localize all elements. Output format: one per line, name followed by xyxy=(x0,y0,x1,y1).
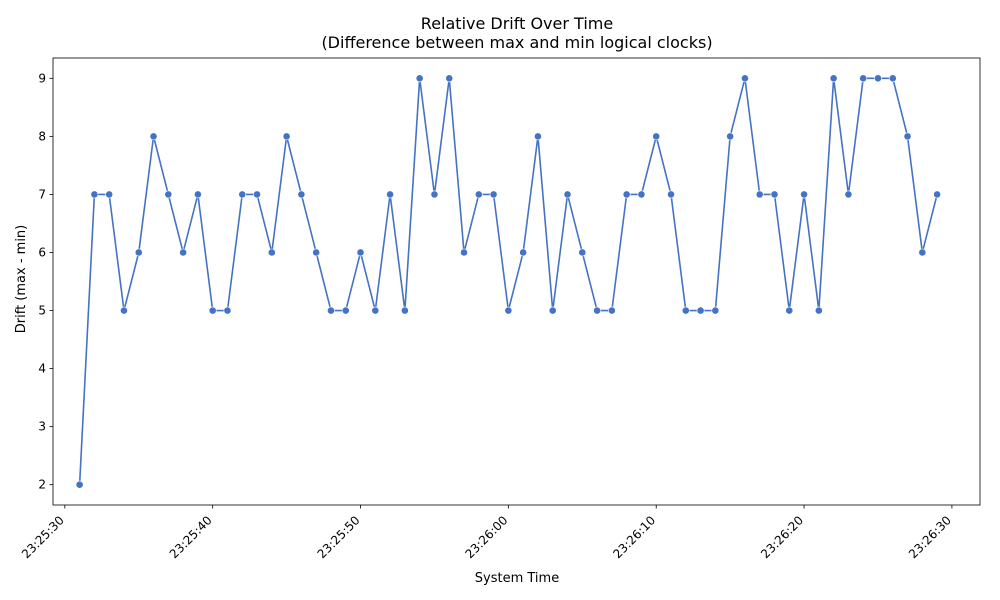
drift-data-point xyxy=(105,190,114,199)
drift-data-point xyxy=(149,132,158,141)
drift-data-point xyxy=(607,306,616,315)
drift-data-point xyxy=(297,190,306,199)
y-axis-label: Drift (max - min) xyxy=(14,225,29,333)
drift-data-point xyxy=(208,306,217,315)
drift-data-point xyxy=(386,190,394,199)
x-tick-label: 23:26:30 xyxy=(906,513,954,561)
plot-frame xyxy=(52,57,981,506)
drift-data-point xyxy=(622,190,631,199)
drift-data-point xyxy=(800,190,808,199)
drift-data-point xyxy=(563,190,572,199)
drift-data-point xyxy=(134,248,143,257)
drift-data-point xyxy=(859,74,868,83)
drift-data-point xyxy=(578,248,587,257)
drift-data-point xyxy=(445,74,454,83)
drift-data-point xyxy=(179,248,188,257)
drift-data-point xyxy=(519,248,528,257)
x-tick-label: 23:26:00 xyxy=(462,513,510,561)
y-tick-label: 9 xyxy=(38,71,46,85)
drift-data-point xyxy=(341,306,350,315)
x-tick-label: 23:25:50 xyxy=(315,513,363,561)
drift-data-point xyxy=(474,190,483,199)
drift-data-point xyxy=(814,306,823,315)
drift-data-point xyxy=(193,190,202,199)
drift-data-point xyxy=(223,306,232,315)
x-axis-label: System Time xyxy=(475,571,559,586)
drift-data-point xyxy=(785,306,794,315)
drift-series-line xyxy=(78,77,938,485)
drift-data-point xyxy=(548,306,557,315)
drift-data-point xyxy=(267,248,276,257)
drift-data-point xyxy=(829,74,838,83)
drift-data-point xyxy=(460,248,468,257)
drift-data-point xyxy=(770,190,779,199)
drift-data-point xyxy=(726,132,735,141)
drift-data-point xyxy=(253,190,261,199)
y-tick-label: 7 xyxy=(38,187,46,201)
y-tick-label: 6 xyxy=(38,245,46,259)
y-tick-label: 2 xyxy=(38,478,46,492)
chart-subtitle: (Difference between max and min logical … xyxy=(321,33,712,52)
drift-data-point xyxy=(918,248,927,257)
drift-data-point xyxy=(903,132,912,141)
drift-data-point xyxy=(667,190,675,199)
drift-data-point xyxy=(312,248,321,257)
x-tick-label: 23:26:20 xyxy=(758,513,806,561)
y-tick-label: 4 xyxy=(38,362,46,376)
x-tick-label: 23:25:40 xyxy=(167,513,215,561)
chart-title: Relative Drift Over Time xyxy=(421,14,613,33)
y-tick-label: 8 xyxy=(38,129,46,143)
drift-data-point xyxy=(282,132,291,141)
drift-data-point xyxy=(711,306,720,315)
drift-data-point xyxy=(327,306,335,315)
x-tick-label: 23:26:10 xyxy=(610,513,658,561)
y-tick-label: 3 xyxy=(38,420,46,434)
drift-data-point xyxy=(356,248,365,257)
drift-data-point xyxy=(844,190,853,199)
drift-data-point xyxy=(400,306,409,315)
drift-data-point xyxy=(933,190,942,199)
drift-data-point xyxy=(430,190,439,199)
drift-data-point xyxy=(164,190,173,199)
drift-data-point xyxy=(415,74,424,83)
drift-data-point xyxy=(681,306,690,315)
x-tick-label: 23:25:30 xyxy=(19,513,67,561)
drift-data-point xyxy=(371,306,380,315)
y-tick-label: 5 xyxy=(38,304,46,318)
drift-data-point xyxy=(637,190,646,199)
drift-data-point xyxy=(504,306,513,315)
drift-data-point xyxy=(652,132,661,141)
drift-data-point xyxy=(120,306,128,315)
drift-data-point xyxy=(741,74,749,83)
drift-data-point xyxy=(489,190,498,199)
drift-data-point xyxy=(755,190,764,199)
plot-area: 2 3 4 5 6 7 8 9 23:25:30 23:25:40 23:25:50 23:26:00… xyxy=(19,57,981,561)
drift-data-point xyxy=(696,306,705,315)
drift-data-point xyxy=(874,74,882,83)
drift-data-point xyxy=(534,132,542,141)
drift-data-point xyxy=(75,480,84,489)
drift-data-point xyxy=(593,306,601,315)
drift-data-point xyxy=(90,190,99,199)
drift-data-point xyxy=(888,74,897,83)
drift-data-point xyxy=(238,190,247,199)
